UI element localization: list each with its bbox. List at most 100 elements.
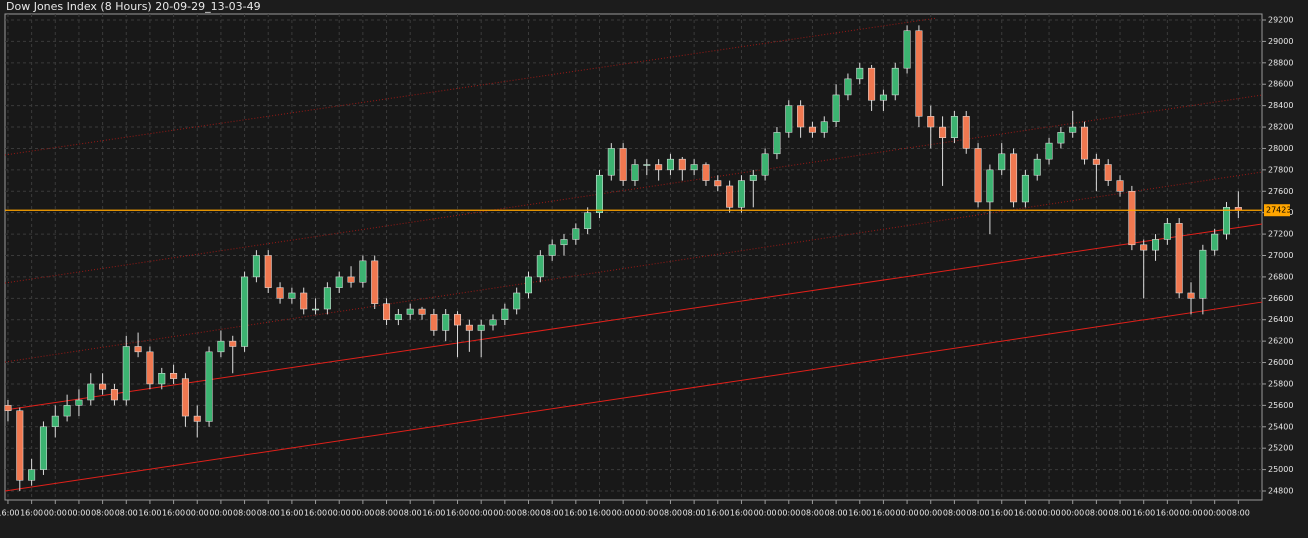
candle-body xyxy=(678,158,686,171)
candle-body xyxy=(666,158,674,171)
candle-body xyxy=(430,314,438,331)
candle-body xyxy=(1199,249,1207,299)
x-tick-label: 16:00 xyxy=(564,509,587,518)
candle-body xyxy=(513,292,521,310)
candle-body xyxy=(962,116,970,149)
x-tick-label: 08:00 xyxy=(517,509,540,518)
candle-body xyxy=(808,126,816,133)
candle-body xyxy=(406,308,414,315)
x-tick-label: 16:00 xyxy=(138,509,161,518)
candle-body xyxy=(714,180,722,187)
candle-body xyxy=(63,405,71,417)
price-label: 27423 xyxy=(1266,206,1291,215)
x-tick-label: 00:00 xyxy=(328,509,351,518)
candle-body xyxy=(844,78,852,96)
trend-line xyxy=(4,223,1263,411)
y-tick-label: 25000 xyxy=(1268,465,1293,474)
candle-body xyxy=(146,351,154,385)
trend-line xyxy=(4,171,1263,363)
candle-body xyxy=(631,164,639,181)
x-tick-label: 08:00 xyxy=(967,509,990,518)
candle-body xyxy=(99,383,107,390)
candle-body xyxy=(1010,153,1018,203)
y-tick-label: 29000 xyxy=(1268,37,1293,46)
x-tick-label: 08:00 xyxy=(825,509,848,518)
candle-body xyxy=(4,405,12,411)
candle-body xyxy=(785,105,793,133)
candle-body xyxy=(536,255,544,278)
candle-body xyxy=(347,276,355,283)
y-tick-label: 28800 xyxy=(1268,58,1293,67)
plot-area xyxy=(4,13,1263,501)
candle-body xyxy=(737,180,745,208)
candle-body xyxy=(28,469,36,481)
x-tick-label: 00:00 xyxy=(67,509,90,518)
candle-body xyxy=(950,116,958,138)
candle-body xyxy=(181,378,189,417)
candle-body xyxy=(465,324,473,331)
candle-body xyxy=(300,292,308,310)
candle-body xyxy=(1223,207,1231,235)
x-tick-label: 16:00 xyxy=(848,509,871,518)
candle-body xyxy=(454,314,462,326)
candle-body xyxy=(1033,158,1041,176)
candle-body xyxy=(525,276,533,294)
candle-body xyxy=(205,351,213,422)
candle-body xyxy=(690,164,698,171)
x-tick-label: 08:00 xyxy=(943,509,966,518)
candle-body xyxy=(560,239,568,246)
chart-title: Dow Jones Index (8 Hours) 20-09-29_13-03… xyxy=(6,0,261,13)
candle-body xyxy=(241,276,249,347)
candle-body xyxy=(915,30,923,117)
candle-body xyxy=(998,153,1006,171)
candle-body xyxy=(501,308,509,320)
x-tick-label: 00:00 xyxy=(351,509,374,518)
y-tick-label: 28400 xyxy=(1268,101,1293,110)
x-tick-label: 00:00 xyxy=(612,509,635,518)
candle-body xyxy=(87,383,95,401)
y-tick-label: 25600 xyxy=(1268,401,1293,410)
x-tick-label: 16:00 xyxy=(422,509,445,518)
candle-body xyxy=(595,174,603,213)
candle-body xyxy=(797,105,805,128)
x-tick-label: 00:00 xyxy=(1203,509,1226,518)
x-tick-label: 00:00 xyxy=(1038,509,1061,518)
x-tick-label: 08:00 xyxy=(1085,509,1108,518)
candle-body xyxy=(572,228,580,240)
candle-body xyxy=(548,244,556,256)
candle-body xyxy=(39,426,47,470)
candle-body xyxy=(229,340,237,347)
x-tick-label: 16:00 xyxy=(162,509,185,518)
candle-body xyxy=(359,260,367,283)
candle-body xyxy=(1175,223,1183,294)
candle-body xyxy=(1092,158,1100,165)
candle-body xyxy=(868,67,876,101)
x-tick-label: 00:00 xyxy=(470,509,493,518)
candle-body xyxy=(1045,142,1053,160)
x-tick-label: 00:00 xyxy=(919,509,942,518)
candle-body xyxy=(761,153,769,176)
x-tick-label: 00:00 xyxy=(44,509,67,518)
x-tick-label: 16:00 xyxy=(446,509,469,518)
candle-body xyxy=(1021,174,1029,203)
x-tick-label: 00:00 xyxy=(1179,509,1202,518)
candle-body xyxy=(986,169,994,203)
y-tick-label: 26000 xyxy=(1268,358,1293,367)
y-tick-label: 24800 xyxy=(1268,487,1293,496)
candle-body xyxy=(927,116,935,128)
candle-body xyxy=(619,148,627,181)
x-tick-label: 08:00 xyxy=(1109,509,1132,518)
candle-body xyxy=(51,415,59,428)
candle-body xyxy=(903,30,911,69)
x-tick-label: 16:00 xyxy=(1014,509,1037,518)
candle-body xyxy=(442,314,450,331)
candle-body xyxy=(335,276,343,288)
candle-body xyxy=(1163,223,1171,240)
candle-body xyxy=(134,346,142,353)
candle-body xyxy=(1057,132,1065,144)
candle-body xyxy=(477,324,485,331)
candle-body xyxy=(252,255,260,278)
candle-body xyxy=(489,319,497,326)
trend-line xyxy=(4,301,1263,492)
y-tick-label: 27600 xyxy=(1268,187,1293,196)
